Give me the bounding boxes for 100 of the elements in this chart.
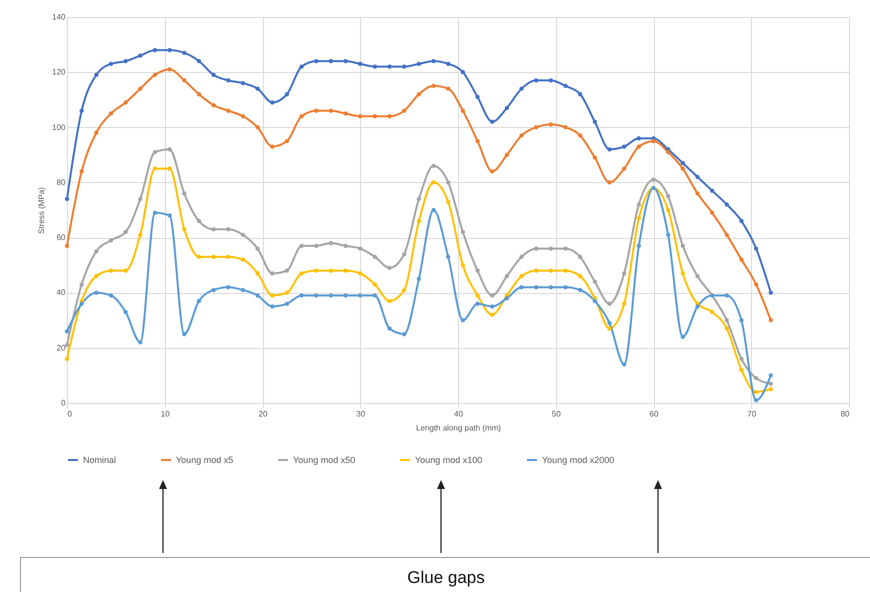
point [724, 202, 729, 207]
point [108, 62, 114, 66]
point [108, 268, 114, 273]
x-tick-label: 40 [454, 410, 464, 418]
point [152, 210, 158, 215]
point [255, 125, 260, 130]
point [64, 196, 70, 202]
point [212, 254, 216, 259]
point [64, 244, 70, 248]
point [226, 254, 230, 259]
point [138, 53, 142, 58]
point [240, 258, 246, 262]
point [299, 64, 304, 69]
point [416, 276, 422, 282]
point [284, 138, 290, 144]
point [212, 227, 216, 232]
point [358, 114, 362, 118]
point [80, 169, 84, 174]
point [416, 62, 422, 66]
point [768, 290, 773, 295]
point [314, 108, 318, 113]
legend-label: Young mod x50 [293, 455, 356, 465]
point [475, 268, 480, 273]
point [578, 288, 582, 292]
point [240, 232, 246, 237]
point [548, 285, 553, 290]
point [226, 78, 230, 83]
point [270, 144, 274, 149]
x-tick-label: 50 [552, 410, 562, 418]
point [372, 282, 378, 287]
point [343, 268, 348, 273]
point [270, 293, 274, 298]
point [754, 398, 758, 402]
point [534, 125, 538, 130]
point [196, 58, 202, 64]
point [666, 208, 670, 212]
point [636, 216, 641, 220]
point [739, 368, 744, 372]
point [284, 92, 290, 96]
point [519, 274, 524, 278]
point [212, 288, 216, 292]
point [754, 282, 758, 287]
point [284, 302, 290, 306]
point [563, 84, 568, 88]
point [343, 293, 348, 298]
point [710, 210, 714, 215]
point [255, 246, 260, 251]
point [226, 285, 230, 290]
point [490, 120, 494, 124]
point [416, 92, 422, 96]
point [270, 271, 274, 276]
point [563, 285, 568, 290]
point [622, 362, 626, 367]
point [328, 58, 334, 64]
point [666, 150, 670, 154]
point [460, 263, 466, 268]
point [548, 268, 553, 273]
point [299, 271, 304, 276]
point [402, 252, 406, 256]
point [680, 166, 685, 171]
point [490, 293, 494, 298]
point [138, 196, 142, 202]
point [196, 218, 202, 224]
point [475, 302, 480, 306]
point [255, 86, 260, 91]
point [270, 100, 274, 105]
point [724, 318, 729, 322]
point [548, 122, 553, 127]
point [212, 103, 216, 108]
point [358, 246, 362, 251]
point [754, 376, 758, 380]
point [138, 86, 142, 91]
legend-label: Young mod x5 [176, 455, 234, 465]
point [446, 200, 450, 204]
point [504, 274, 509, 278]
point [636, 136, 641, 140]
point [108, 238, 114, 242]
point [255, 271, 260, 276]
point [299, 114, 304, 118]
y-tick-label: 20 [56, 343, 66, 352]
point [402, 332, 406, 336]
point [124, 268, 128, 273]
point [578, 92, 582, 96]
point [372, 64, 378, 69]
point [152, 166, 158, 171]
point [80, 282, 84, 287]
point [402, 288, 406, 292]
point [446, 62, 450, 66]
point [108, 293, 114, 298]
point [387, 114, 392, 118]
point [651, 138, 656, 144]
point [108, 111, 114, 116]
point [64, 329, 70, 334]
point [328, 268, 334, 273]
point [768, 387, 773, 392]
legend-label: Young mod x100 [415, 455, 482, 465]
point [124, 310, 128, 314]
point [138, 340, 142, 344]
point [695, 304, 700, 309]
point [607, 180, 612, 185]
